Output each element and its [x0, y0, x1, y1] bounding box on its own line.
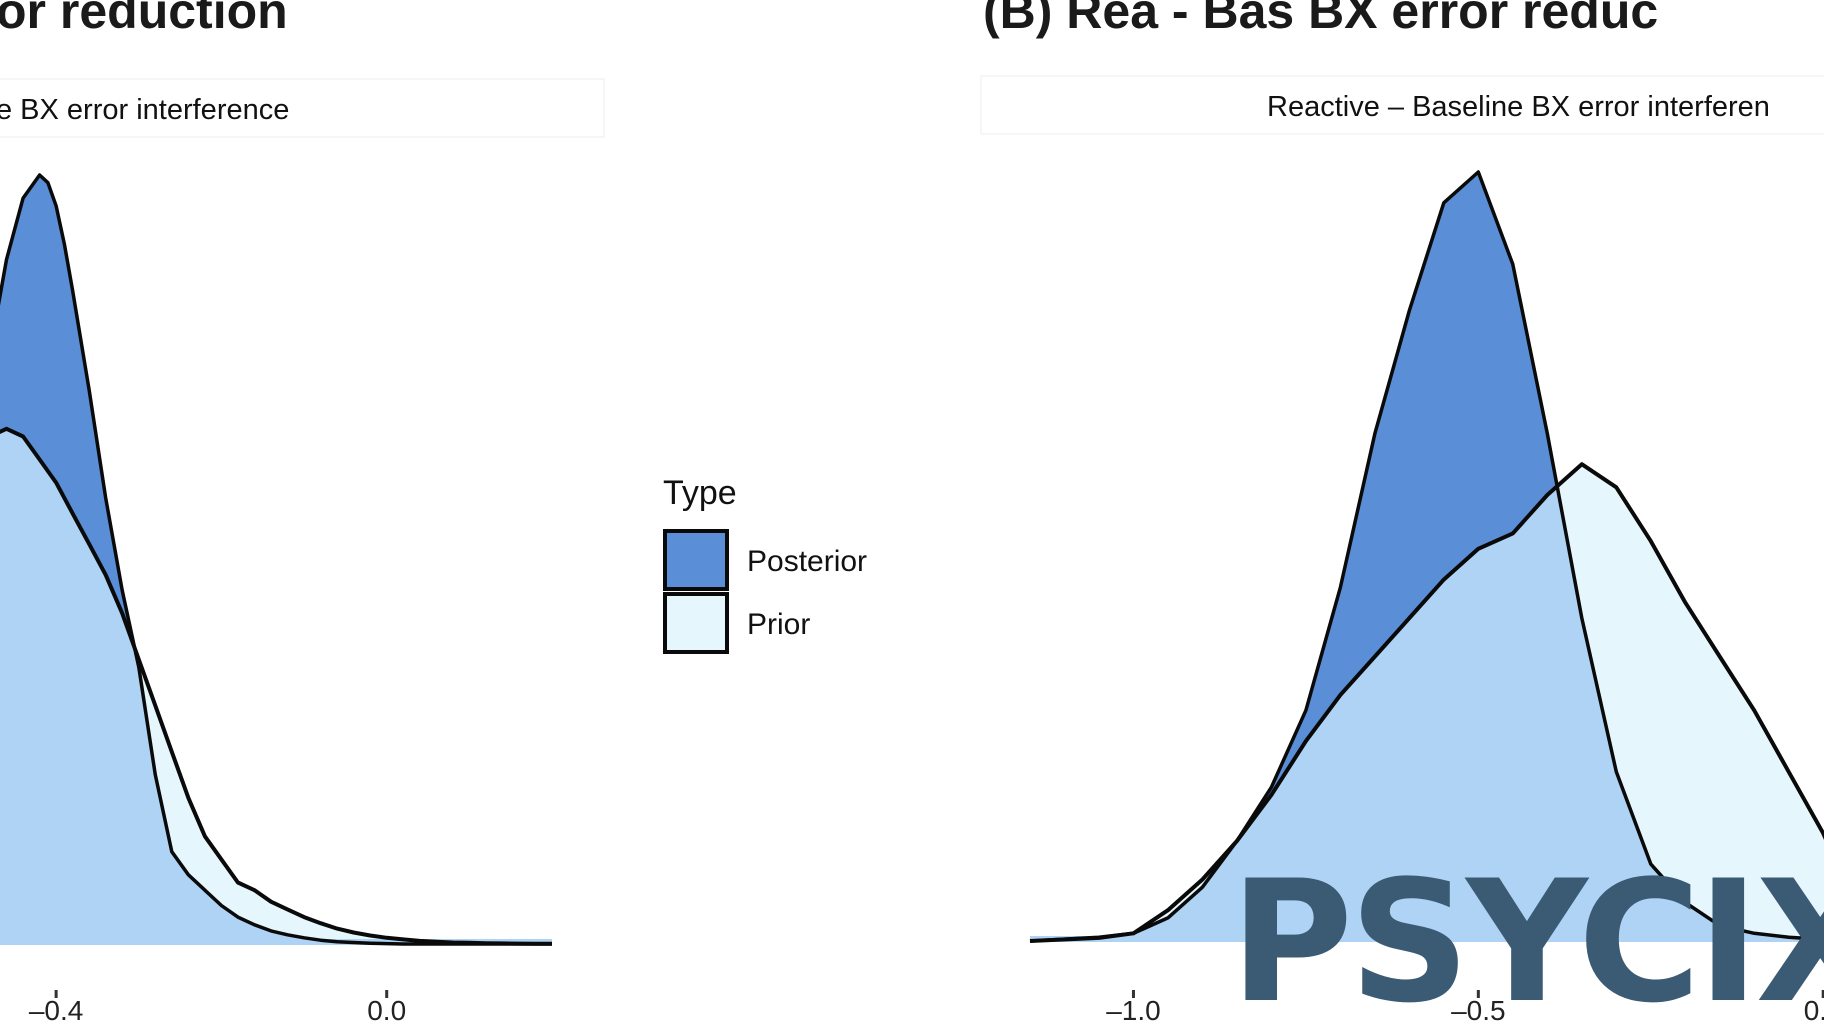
x-tick-label: –0.5 [1451, 995, 1506, 1026]
panel-b-plot-area [1029, 170, 1824, 943]
legend-title: Type [663, 474, 737, 512]
panel-a: or reduction e BX error interference –0.… [0, 0, 605, 1026]
posterior-density-line [1029, 170, 1824, 943]
panel-b: (B) Rea - Bas BX error reduc Reactive – … [980, 0, 1824, 1026]
x-tick-label: 0.0 [1804, 995, 1824, 1026]
panel-a-strip [0, 78, 605, 138]
overlap-density-fill [0, 428, 552, 944]
legend-label-prior: Prior [747, 608, 810, 641]
panel-b-strip-label: Reactive – Baseline BX error interferen [1267, 91, 1770, 123]
posterior-density-fill [1030, 172, 1824, 941]
legend: Type Posterior Prior [663, 474, 867, 654]
panel-a-title: or reduction [0, 0, 288, 39]
legend-label-posterior: Posterior [747, 545, 867, 578]
panel-b-x-axis: –1.0 –0.5 0.0 [1106, 990, 1824, 1026]
panel-b-strip [980, 75, 1824, 135]
psycix-watermark-logo: PSYCIX [1230, 844, 1824, 1026]
x-tick-label: –1.0 [1106, 995, 1161, 1026]
prior-density-line [1029, 462, 1824, 943]
panel-a-plot-area [0, 173, 552, 946]
legend-swatch-posterior [663, 529, 729, 591]
watermark-text: PSYCIX [1230, 844, 1824, 1026]
panel-a-x-axis: –0.4 0.0 [29, 990, 406, 1026]
legend-swatch-prior [663, 592, 729, 654]
panel-a-strip-label: e BX error interference [0, 94, 289, 126]
x-tick-label: 0.0 [367, 995, 406, 1026]
panel-b-title: (B) Rea - Bas BX error reduc [983, 0, 1658, 39]
x-tick-label: –0.4 [29, 995, 84, 1026]
prior-density-line [0, 426, 552, 946]
